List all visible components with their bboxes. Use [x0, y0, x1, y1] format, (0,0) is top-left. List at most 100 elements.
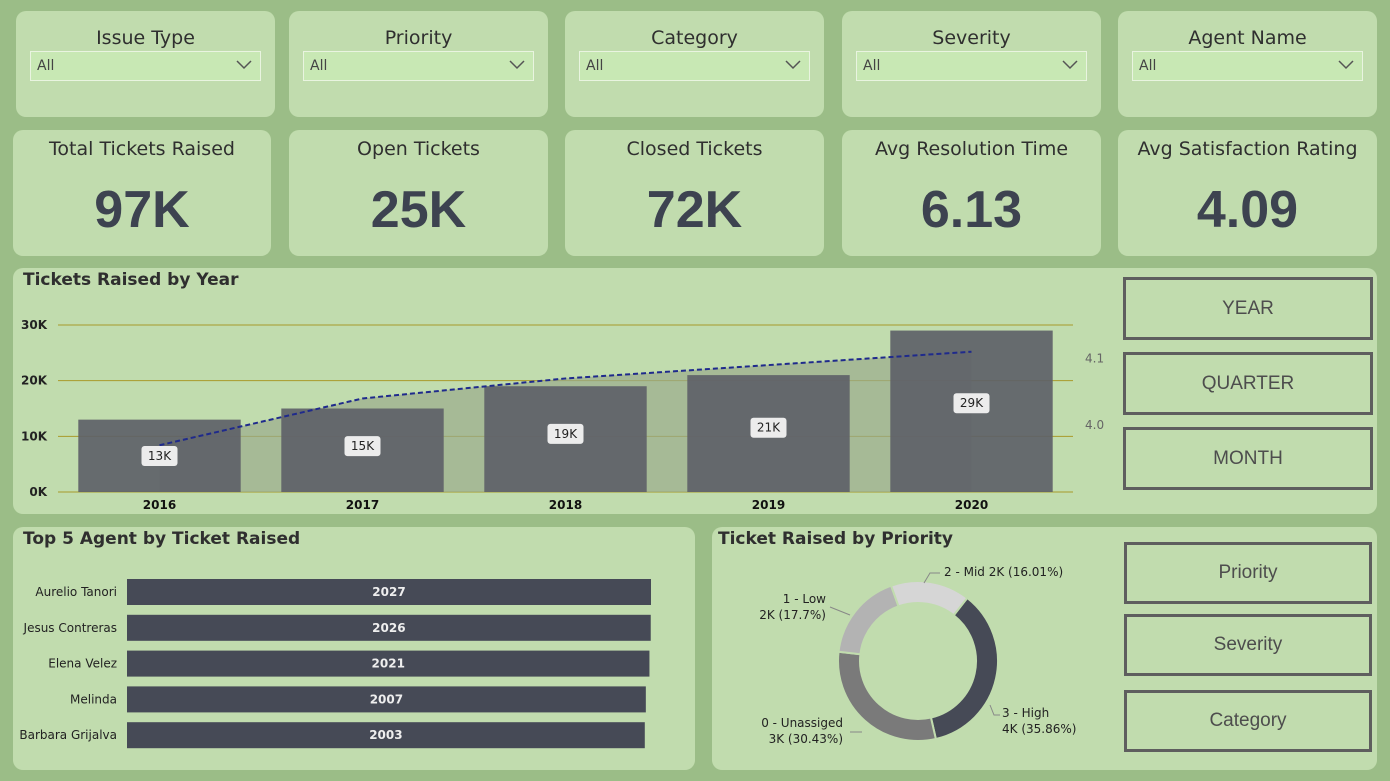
agent-name-label: Aurelio Tanori [35, 585, 117, 599]
dropdown-value: All [37, 58, 55, 74]
priority-donut-chart: 3 - High 4K (35.86%) 0 - Unassiged 3K (30.4… [759, 565, 1076, 746]
filter-title: Issue Type [96, 27, 195, 49]
donut-label: 3K (30.43%) [769, 732, 843, 746]
filter-card-category: Category All [565, 11, 824, 117]
priority-chart-card: Ticket Raised by Priority 3 - High 4K (35… [712, 527, 1377, 770]
chevron-down-icon [1338, 60, 1354, 70]
donut-label: 3 - High [1002, 706, 1049, 720]
agent-name-dropdown[interactable]: All [1132, 51, 1363, 81]
donut-label: 2K (17.7%) [759, 608, 826, 622]
agent-name-label: Jesus Contreras [23, 621, 117, 635]
agent-chart: Aurelio Tanori 2027 Jesus Contreras 2026 Ele… [19, 579, 651, 749]
kpi-title: Avg Satisfaction Rating [1137, 138, 1358, 160]
agent-bar[interactable] [127, 614, 651, 641]
kpi-value: 25K [370, 181, 467, 239]
quarter-button[interactable]: QUARTER [1123, 352, 1373, 415]
filter-title: Category [651, 27, 738, 49]
kpi-open-tickets: Open Tickets 25K [289, 130, 548, 256]
data-label-bg [547, 423, 584, 444]
y2-tick-label: 4.1 [1085, 351, 1104, 365]
agent-chart-title: Top 5 Agent by Ticket Raised [23, 529, 301, 549]
priority-button[interactable]: Priority [1124, 542, 1372, 604]
kpi-title: Total Tickets Raised [49, 138, 235, 160]
agent-bar-value: 2003 [369, 728, 402, 742]
filter-card-priority: Priority All [289, 11, 548, 117]
x-tick-label: 2017 [346, 498, 379, 512]
kpi-title: Avg Resolution Time [874, 138, 1069, 160]
donut-slice[interactable] [837, 584, 900, 656]
data-label: 13K [148, 449, 172, 463]
agent-bar-value: 2026 [372, 621, 405, 635]
agent-bar[interactable] [127, 650, 650, 677]
leader-line [989, 704, 1000, 716]
donut-slice[interactable] [929, 596, 999, 741]
severity-button[interactable]: Severity [1124, 614, 1372, 676]
year-chart-title: Tickets Raised by Year [23, 270, 239, 290]
chevron-down-icon [785, 60, 801, 70]
donut-slice[interactable] [889, 580, 969, 617]
data-label-bg [344, 436, 381, 457]
x-tick-label: 2020 [955, 498, 988, 512]
donut-label: 0 - Unassiged [761, 716, 843, 730]
kpi-value: 4.09 [1196, 181, 1299, 239]
agent-name-label: Elena Velez [48, 657, 117, 671]
filter-title: Priority [384, 27, 453, 49]
y-tick-label: 0K [29, 485, 47, 499]
agent-name-label: Melinda [70, 692, 117, 706]
dropdown-value: All [586, 58, 604, 74]
filter-card-issue-type: Issue Type All [16, 11, 275, 117]
dropdown-value: All [863, 58, 881, 74]
leader-line [829, 606, 851, 616]
leader-line [923, 572, 940, 584]
agent-name-label: Barbara Grijalva [19, 728, 117, 742]
data-label-bg [141, 446, 178, 466]
chevron-down-icon [1062, 60, 1078, 70]
dropdown-value: All [310, 58, 328, 74]
data-label-bg [953, 393, 990, 414]
issue-type-dropdown[interactable]: All [30, 51, 261, 81]
kpi-avg-resolution-time: Avg Resolution Time 6.13 [842, 130, 1101, 256]
data-label: 15K [351, 439, 375, 453]
kpi-closed-tickets: Closed Tickets 72K [565, 130, 824, 256]
y-tick-label: 20K [21, 374, 48, 388]
x-tick-label: 2019 [752, 498, 785, 512]
y2-tick-label: 4.0 [1085, 418, 1104, 432]
donut-label: 4K (35.86%) [1002, 722, 1076, 736]
data-label: 21K [757, 421, 781, 435]
x-tick-label: 2016 [143, 498, 176, 512]
data-label: 19K [554, 427, 578, 441]
agent-bar-value: 2007 [370, 692, 403, 706]
kpi-title: Closed Tickets [626, 138, 763, 160]
donut-slice[interactable] [837, 650, 938, 742]
kpi-avg-satisfaction: Avg Satisfaction Rating 4.09 [1118, 130, 1377, 256]
category-button[interactable]: Category [1124, 690, 1372, 752]
agent-bar[interactable] [127, 579, 651, 605]
category-dropdown[interactable]: All [579, 51, 810, 81]
filter-title: Agent Name [1188, 27, 1307, 49]
severity-dropdown[interactable]: All [856, 51, 1087, 81]
filter-card-severity: Severity All [842, 11, 1101, 117]
dropdown-value: All [1139, 58, 1157, 74]
kpi-title: Open Tickets [357, 138, 480, 160]
year-button[interactable]: YEAR [1123, 277, 1373, 340]
agent-bar[interactable] [127, 686, 646, 713]
year-chart: 0K 10K 20K 30K 4.0 4.1 13K 2016 15K 2017 19K 2018 21… [21, 318, 1104, 512]
kpi-value: 72K [646, 181, 743, 239]
chevron-down-icon [509, 60, 525, 70]
priority-dropdown[interactable]: All [303, 51, 534, 81]
kpi-total-tickets: Total Tickets Raised 97K [13, 130, 271, 256]
agent-bar-value: 2021 [372, 657, 405, 671]
kpi-value: 6.13 [920, 181, 1023, 239]
year-chart-card: Tickets Raised by Year 0K 10K 20K 30K 4.0 4.1… [13, 268, 1377, 514]
filter-title: Severity [932, 27, 1011, 49]
priority-chart-title: Ticket Raised by Priority [718, 529, 953, 549]
y-tick-label: 10K [21, 429, 48, 443]
x-tick-label: 2018 [549, 498, 582, 512]
kpi-value: 97K [94, 181, 190, 239]
month-button[interactable]: MONTH [1123, 427, 1373, 490]
donut-label: 1 - Low [783, 592, 826, 606]
agent-chart-card: Top 5 Agent by Ticket Raised Aurelio Tan… [13, 527, 695, 770]
filter-card-agent-name: Agent Name All [1118, 11, 1377, 117]
y-tick-label: 30K [21, 318, 48, 332]
agent-bar[interactable] [127, 722, 645, 749]
